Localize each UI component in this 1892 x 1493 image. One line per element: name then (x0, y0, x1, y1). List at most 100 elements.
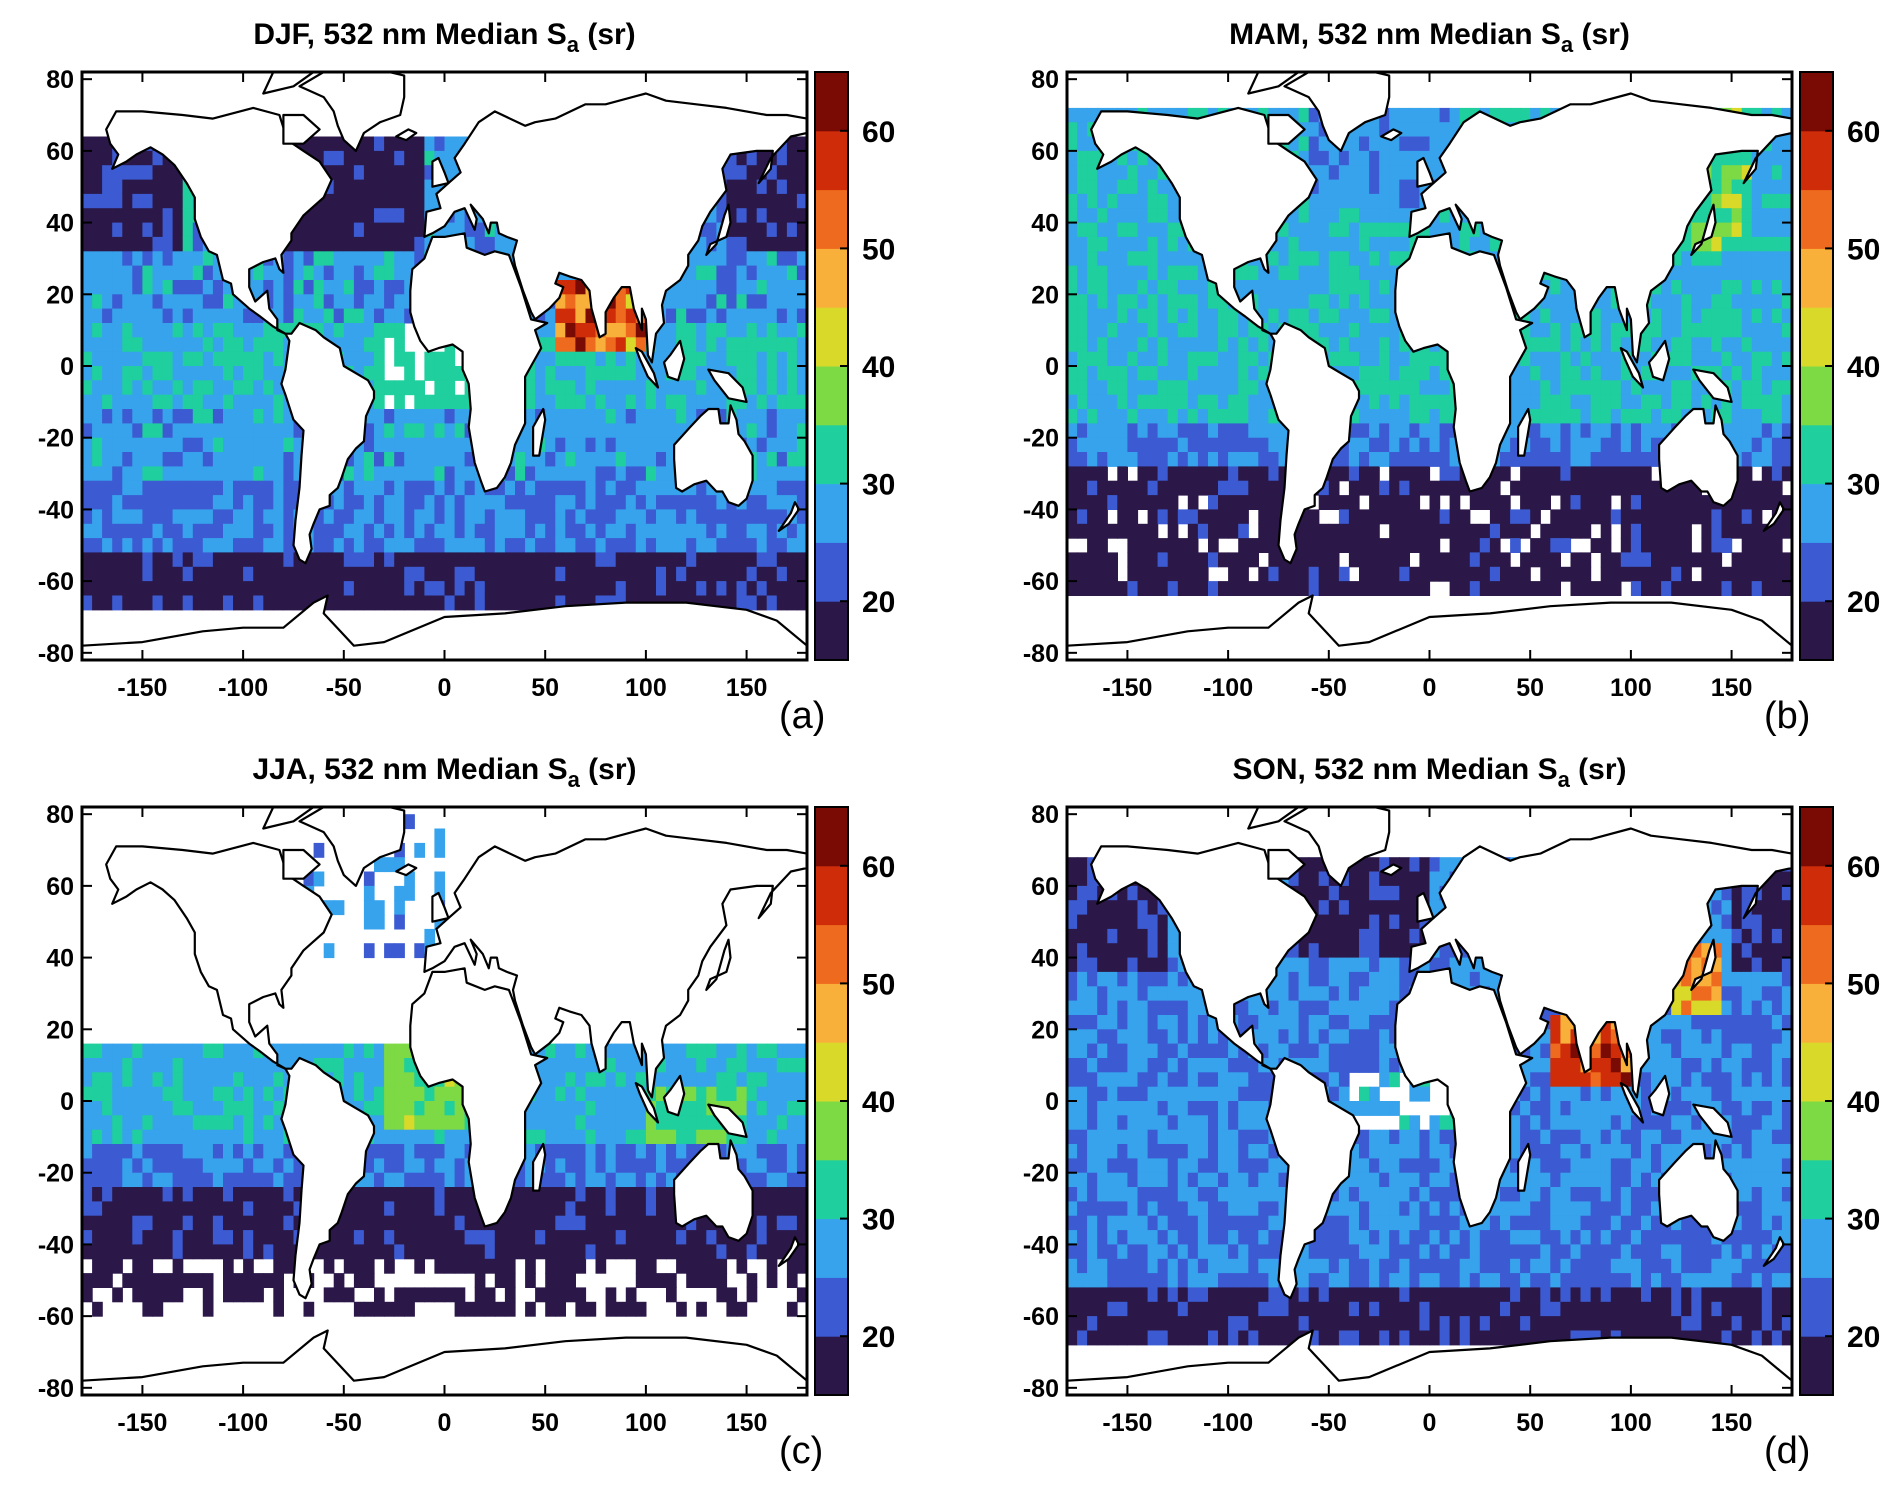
heat-cell (1530, 394, 1541, 410)
heat-cell (454, 452, 466, 467)
heat-cell (1761, 193, 1773, 209)
heat-cell (384, 437, 395, 453)
heat-cell (656, 351, 667, 367)
heat-cell (434, 552, 446, 568)
heat-cell (202, 509, 214, 525)
heat-cell (132, 581, 143, 596)
heat-cell (1107, 394, 1118, 410)
heat-cell (192, 552, 204, 568)
heat-cell (1087, 523, 1098, 539)
heat-cell (1399, 538, 1410, 553)
heat-cell (1238, 323, 1249, 338)
heat-cell (1258, 538, 1269, 553)
heat-cell (394, 466, 405, 482)
heat-cell (1389, 437, 1400, 453)
heat-cell (1359, 150, 1370, 166)
heat-cell (112, 323, 123, 338)
heat-cell (796, 265, 807, 281)
heat-cell (142, 179, 154, 195)
heat-cell (1318, 581, 1330, 596)
heat-cell (776, 193, 788, 209)
heat-cell (464, 480, 476, 496)
heat-cell (132, 165, 143, 181)
heat-cell (333, 308, 345, 324)
heat-cell (182, 294, 194, 310)
heat-cell (112, 208, 123, 224)
heat-cell (746, 423, 758, 439)
heat-cell (1610, 394, 1622, 410)
heat-cell (1338, 179, 1350, 195)
heat-cell (1681, 394, 1692, 410)
heat-cell (172, 323, 184, 338)
heat-cell (1771, 308, 1783, 324)
heat-cell (233, 595, 244, 611)
heat-cell (1157, 222, 1169, 238)
heat-cell (1560, 280, 1572, 295)
heat-cell (736, 236, 748, 252)
heat-cell (1127, 480, 1139, 496)
heat-cell (1731, 265, 1743, 281)
heat-cell (474, 523, 486, 539)
heat-cell (353, 179, 365, 195)
heat-cell (756, 380, 768, 396)
heat-cell (263, 466, 274, 482)
heat-cell (1429, 409, 1441, 424)
heat-cell (766, 495, 778, 510)
heat-cell (635, 523, 647, 539)
heat-cell (686, 308, 697, 324)
heat-cell (1761, 409, 1773, 424)
heat-cell (1369, 236, 1380, 252)
heat-cell (786, 351, 798, 367)
heat-cell (1641, 351, 1652, 367)
heat-cell (726, 179, 738, 195)
heat-cell (656, 380, 667, 396)
heat-cell (1228, 452, 1239, 467)
heat-cell (1399, 452, 1410, 467)
heat-cell (374, 394, 385, 410)
heat-cell (535, 394, 546, 410)
heat-cell (1067, 552, 1078, 568)
heat-cell (786, 552, 798, 568)
heat-cell (686, 566, 697, 582)
heat-cell (1751, 509, 1763, 525)
heat-cell (1258, 351, 1269, 367)
heat-cell (1187, 538, 1199, 553)
heat-cell (1751, 566, 1763, 582)
heat-cell (525, 509, 536, 525)
heat-cell (1147, 308, 1159, 324)
heat-cell (343, 208, 355, 224)
heat-cell (464, 452, 476, 467)
heat-cell (706, 495, 717, 510)
heat-cell (1238, 423, 1249, 439)
heat-cell (766, 265, 778, 281)
heat-cell (484, 236, 496, 252)
heat-cell (394, 495, 405, 510)
heat-cell (706, 394, 717, 410)
heat-cell (1147, 179, 1159, 195)
heat-cell (202, 323, 214, 338)
heat-cell (363, 366, 375, 381)
heat-cell (414, 566, 425, 582)
heat-cell (1369, 509, 1380, 525)
heat-cell (142, 366, 154, 381)
heat-cell (223, 380, 234, 396)
heat-cell (1197, 437, 1209, 453)
heat-cell (1741, 251, 1753, 267)
heat-cell (223, 509, 234, 525)
heat-cell (1097, 222, 1108, 238)
heat-cell (1409, 150, 1421, 166)
heat-cell (1560, 538, 1572, 553)
heat-cell (212, 552, 224, 568)
heat-cell (1137, 351, 1149, 367)
heat-cell (243, 523, 254, 539)
heat-cell (1298, 308, 1310, 324)
heat-cell (1731, 423, 1743, 439)
heat-cell (1268, 323, 1280, 338)
heat-cell (273, 337, 284, 353)
heat-cell (172, 423, 184, 439)
land-africa (1394, 232, 1534, 493)
heat-cell (212, 337, 224, 353)
heat-cell (1761, 480, 1773, 496)
heat-cell (363, 251, 375, 267)
heat-cell (1208, 380, 1219, 396)
